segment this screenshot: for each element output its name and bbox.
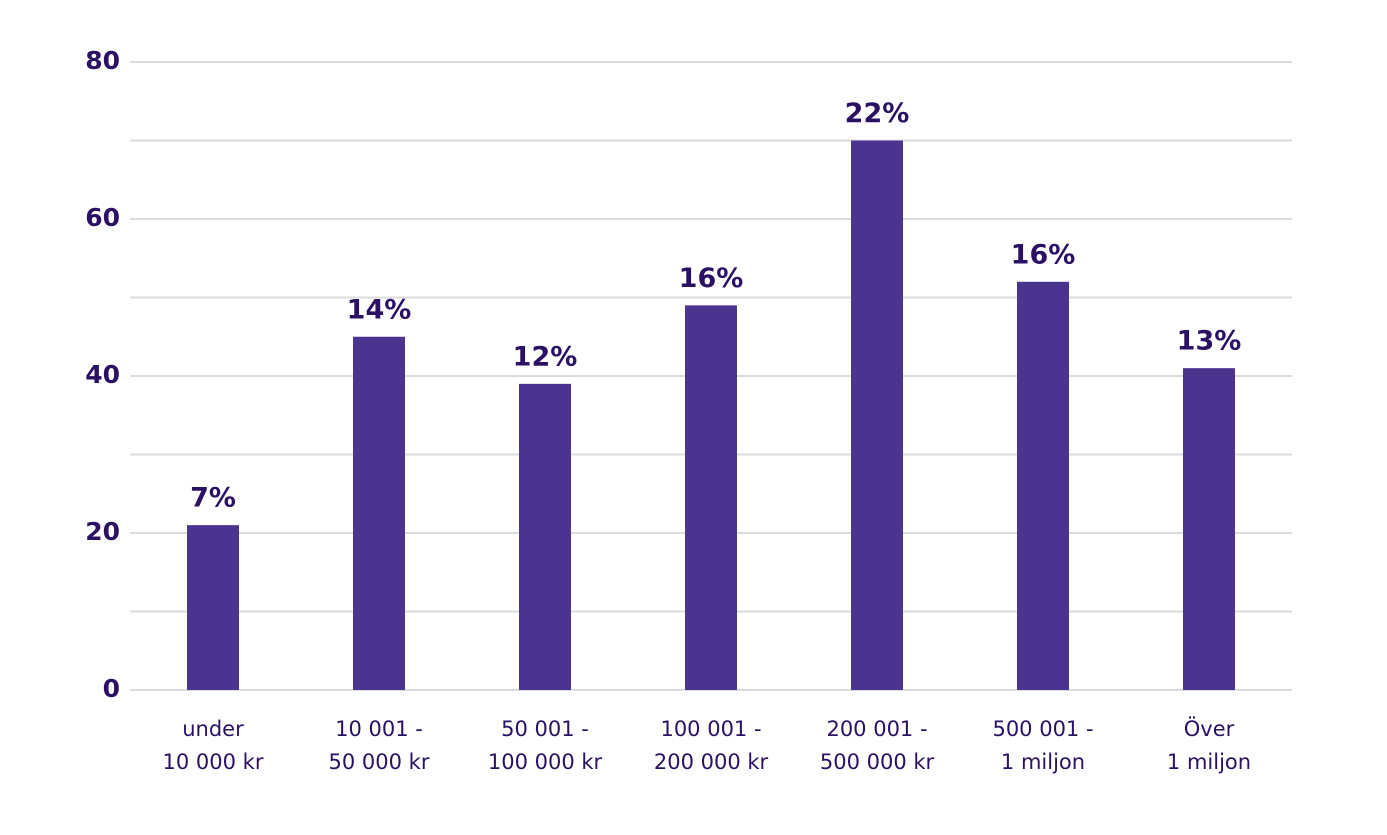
bar xyxy=(519,383,571,690)
x-tick-line: 50 001 - xyxy=(501,717,589,741)
y-tick-label: 80 xyxy=(85,46,120,75)
y-tick-label: 0 xyxy=(103,674,120,703)
bar xyxy=(851,140,903,690)
x-tick-line: 200 000 kr xyxy=(654,750,769,774)
y-tick-label: 20 xyxy=(85,517,120,546)
data-label: 16% xyxy=(1011,239,1076,270)
bar xyxy=(187,525,239,690)
x-tick-label: 100 001 - 200 000 kr xyxy=(654,717,769,774)
x-tick-label: under 10 000 kr xyxy=(163,717,264,774)
data-label: 22% xyxy=(845,98,910,129)
bar xyxy=(353,336,405,690)
x-tick-line: 10 000 kr xyxy=(163,750,264,774)
data-label: 7% xyxy=(190,483,236,514)
x-tick-label: 500 001 - 1 miljon xyxy=(992,717,1093,774)
x-tick-line: 200 001 - xyxy=(826,717,927,741)
y-tick-label: 40 xyxy=(85,360,120,389)
x-tick-line: 500 001 - xyxy=(992,717,1093,741)
x-tick-label: 10 001 - 50 000 kr xyxy=(329,717,430,774)
x-tick-line: Över xyxy=(1184,716,1235,741)
bar xyxy=(685,305,737,690)
x-tick-label: Över 1 miljon xyxy=(1167,716,1251,774)
x-tick-line: 50 000 kr xyxy=(329,750,430,774)
x-tick-label: 200 001 - 500 000 kr xyxy=(820,717,935,774)
data-label: 12% xyxy=(513,341,578,372)
x-tick-line: under xyxy=(182,717,244,741)
x-tick-label: 50 001 - 100 000 kr xyxy=(488,717,603,774)
data-label: 16% xyxy=(679,263,744,294)
x-tick-line: 1 miljon xyxy=(1001,750,1085,774)
data-label: 14% xyxy=(347,294,412,325)
bar xyxy=(1017,281,1069,690)
x-tick-line: 100 001 - xyxy=(660,717,761,741)
x-tick-line: 10 001 - xyxy=(335,717,423,741)
data-label: 13% xyxy=(1177,326,1242,357)
x-tick-line: 100 000 kr xyxy=(488,750,603,774)
x-tick-line: 500 000 kr xyxy=(820,750,935,774)
x-tick-line: 1 miljon xyxy=(1167,750,1251,774)
bar xyxy=(1183,368,1235,690)
y-tick-label: 60 xyxy=(85,203,120,232)
